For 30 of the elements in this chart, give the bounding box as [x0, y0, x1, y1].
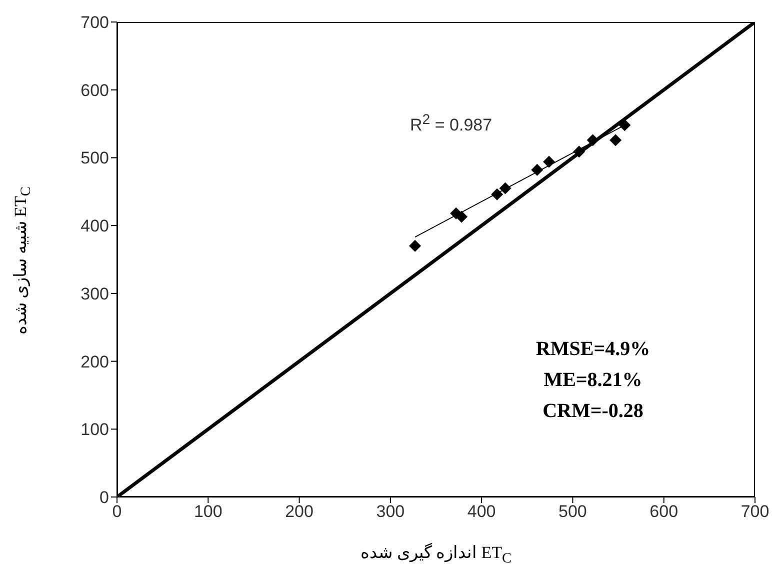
annotation: RMSE=4.9%: [534, 338, 652, 361]
y-tick-label: 0: [100, 488, 109, 508]
point: [543, 156, 556, 168]
point: [573, 146, 586, 158]
x-tick-label: 700: [740, 502, 770, 522]
point: [491, 188, 504, 200]
y-tick-label: 400: [80, 216, 109, 236]
point: [409, 240, 422, 252]
point: [586, 134, 599, 146]
y-tick-label: 100: [80, 420, 109, 440]
annotation: R$^{2}$ = 0.987: [410, 112, 492, 136]
y-tick-label: 600: [80, 80, 109, 100]
point: [499, 182, 512, 194]
point: [531, 164, 544, 176]
x-tick-label: 600: [650, 502, 678, 522]
x-tick-label: 300: [376, 502, 405, 522]
y-tick-label: 300: [80, 284, 109, 304]
point: [456, 210, 468, 223]
point: [618, 119, 631, 132]
annotation: ME=8.21%: [542, 369, 644, 392]
annotation: CRM=-0.28: [542, 400, 644, 423]
x-tick-label: 100: [194, 502, 222, 522]
y-tick-label: 200: [80, 352, 109, 372]
point: [610, 134, 622, 146]
y-tick-label: 500: [80, 148, 109, 168]
x-tick-label: 200: [285, 502, 314, 522]
x-tick-label: 400: [467, 502, 496, 522]
x-tick-label: 500: [558, 502, 587, 522]
y-tick-label: 700: [80, 13, 109, 32]
x-tick-label: 0: [112, 502, 122, 522]
